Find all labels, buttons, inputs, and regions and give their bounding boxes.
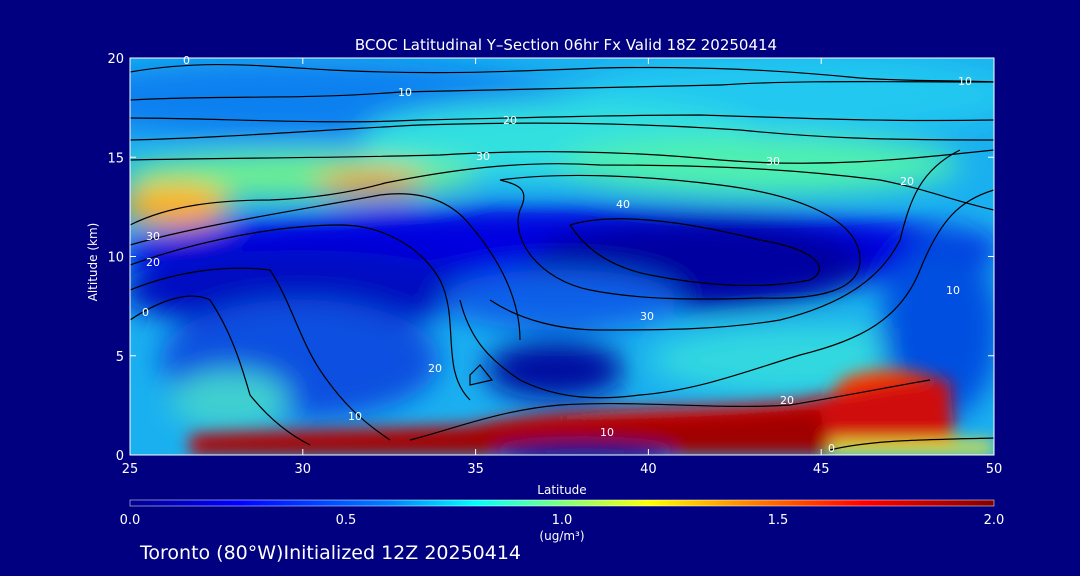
contour-label: 10 <box>600 426 614 439</box>
chart-title: BCOC Latitudinal Y–Section 06hr Fx Valid… <box>355 36 777 54</box>
contour-label: 20 <box>503 114 517 127</box>
y-tick-label: 5 <box>116 350 124 365</box>
contour-labels: 0 10 20 30 10 30 20 40 30 20 0 30 20 10 … <box>142 54 972 455</box>
contour-label: 30 <box>476 150 490 163</box>
y-tick-label: 20 <box>107 52 124 67</box>
contour-label: 10 <box>398 86 412 99</box>
contour-label: 20 <box>780 394 794 407</box>
x-tick-label: 40 <box>640 462 657 477</box>
contour-label: 0 <box>828 442 835 455</box>
colorbar-unit: (ug/m³) <box>539 529 584 543</box>
contour-label: 20 <box>900 175 914 188</box>
contour-label: 30 <box>640 310 654 323</box>
y-axis: 0 5 10 15 20 <box>107 52 994 464</box>
x-axis-label: Latitude <box>537 483 586 497</box>
colorbar-tick-label: 0.5 <box>336 513 357 528</box>
x-tick-label: 45 <box>813 462 830 477</box>
contour-label: 30 <box>766 155 780 168</box>
y-tick-label: 15 <box>107 151 124 166</box>
x-tick-label: 25 <box>122 462 139 477</box>
contour-label: 20 <box>146 256 160 269</box>
y-tick-label: 10 <box>107 251 124 266</box>
colorbar-tick-label: 1.0 <box>552 513 573 528</box>
y-axis-label: Altitude (km) <box>86 223 100 302</box>
x-tick-label: 30 <box>295 462 312 477</box>
colorbar-tick-label: 0.0 <box>120 513 141 528</box>
y-tick-label: 0 <box>116 449 124 464</box>
footer-info: Toronto (80°W)Initialized 12Z 20250414 <box>140 542 522 564</box>
heatmap-field <box>130 58 994 455</box>
contour-lines <box>130 63 994 451</box>
colorbar <box>129 499 995 507</box>
contour-label: 40 <box>616 198 630 211</box>
x-axis: 25 30 35 40 45 50 <box>122 58 1003 477</box>
contour-label: 0 <box>142 306 149 319</box>
x-tick-label: 50 <box>986 462 1003 477</box>
contour-label: 0 <box>183 54 190 67</box>
colorbar-tick-label: 2.0 <box>984 513 1005 528</box>
contour-label: 10 <box>958 75 972 88</box>
contour-label: 10 <box>946 284 960 297</box>
contour-label: 10 <box>348 410 362 423</box>
colorbar-tick-label: 1.5 <box>768 513 789 528</box>
contour-label: 20 <box>428 362 442 375</box>
colorbar-ticks: 0.0 0.5 1.0 1.5 2.0 <box>120 513 1005 528</box>
contour-label: 30 <box>146 230 160 243</box>
x-tick-label: 35 <box>467 462 484 477</box>
